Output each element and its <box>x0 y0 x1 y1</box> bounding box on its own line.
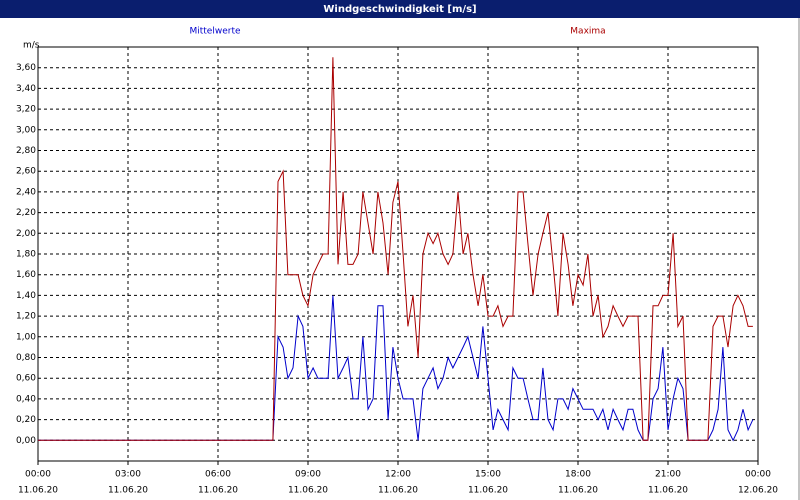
y-tick-label: 1,40 <box>16 291 36 301</box>
x-tick-date: 11.06.20 <box>378 486 418 496</box>
x-tick-date: 11.06.20 <box>18 486 58 496</box>
x-tick-date: 11.06.20 <box>198 486 238 496</box>
title-bar <box>0 0 800 18</box>
y-tick-label: 0,20 <box>16 415 36 425</box>
y-tick-label: 2,20 <box>16 208 36 218</box>
y-tick-label: 0,80 <box>16 353 36 363</box>
y-tick-label: 3,20 <box>16 105 36 115</box>
x-tick-date: 12.06.20 <box>738 486 778 496</box>
x-tick-date: 11.06.20 <box>288 486 328 496</box>
legend-entry: Mittelwerte <box>189 27 240 37</box>
y-axis-label: m/s <box>23 41 40 51</box>
y-tick-label: 2,40 <box>16 187 36 197</box>
y-tick-label: 1,60 <box>16 270 36 280</box>
x-tick-label: 03:00 <box>115 470 141 480</box>
y-tick-label: 1,20 <box>16 312 36 322</box>
x-tick-label: 09:00 <box>295 470 321 480</box>
x-tick-date: 11.06.20 <box>648 486 688 496</box>
x-tick-label: 00:00 <box>25 470 51 480</box>
y-tick-label: 3,00 <box>16 125 36 135</box>
x-tick-label: 18:00 <box>565 470 591 480</box>
y-tick-label: 2,80 <box>16 146 36 156</box>
y-tick-label: 3,60 <box>16 63 36 73</box>
y-tick-label: 2,00 <box>16 229 36 239</box>
x-tick-label: 15:00 <box>475 470 501 480</box>
x-tick-label: 00:00 <box>745 470 771 480</box>
x-tick-label: 06:00 <box>205 470 231 480</box>
y-tick-label: 0,40 <box>16 394 36 404</box>
data-line <box>38 295 754 442</box>
y-tick-label: 1,80 <box>16 250 36 260</box>
chart-title: Windgeschwindigkeit [m/s] <box>323 4 476 15</box>
x-tick-label: 21:00 <box>655 470 681 480</box>
x-tick-date: 11.06.20 <box>468 486 508 496</box>
y-tick-label: 2,60 <box>16 167 36 177</box>
y-tick-label: 0,60 <box>16 374 36 384</box>
data-line <box>38 57 753 441</box>
y-tick-label: 0,00 <box>16 436 36 446</box>
y-tick-label: 3,40 <box>16 84 36 94</box>
x-tick-date: 11.06.20 <box>108 486 148 496</box>
legend-entry: Maxima <box>570 27 605 37</box>
x-tick-label: 12:00 <box>385 470 411 480</box>
y-tick-label: 1,00 <box>16 332 36 342</box>
x-tick-date: 11.06.20 <box>558 486 598 496</box>
